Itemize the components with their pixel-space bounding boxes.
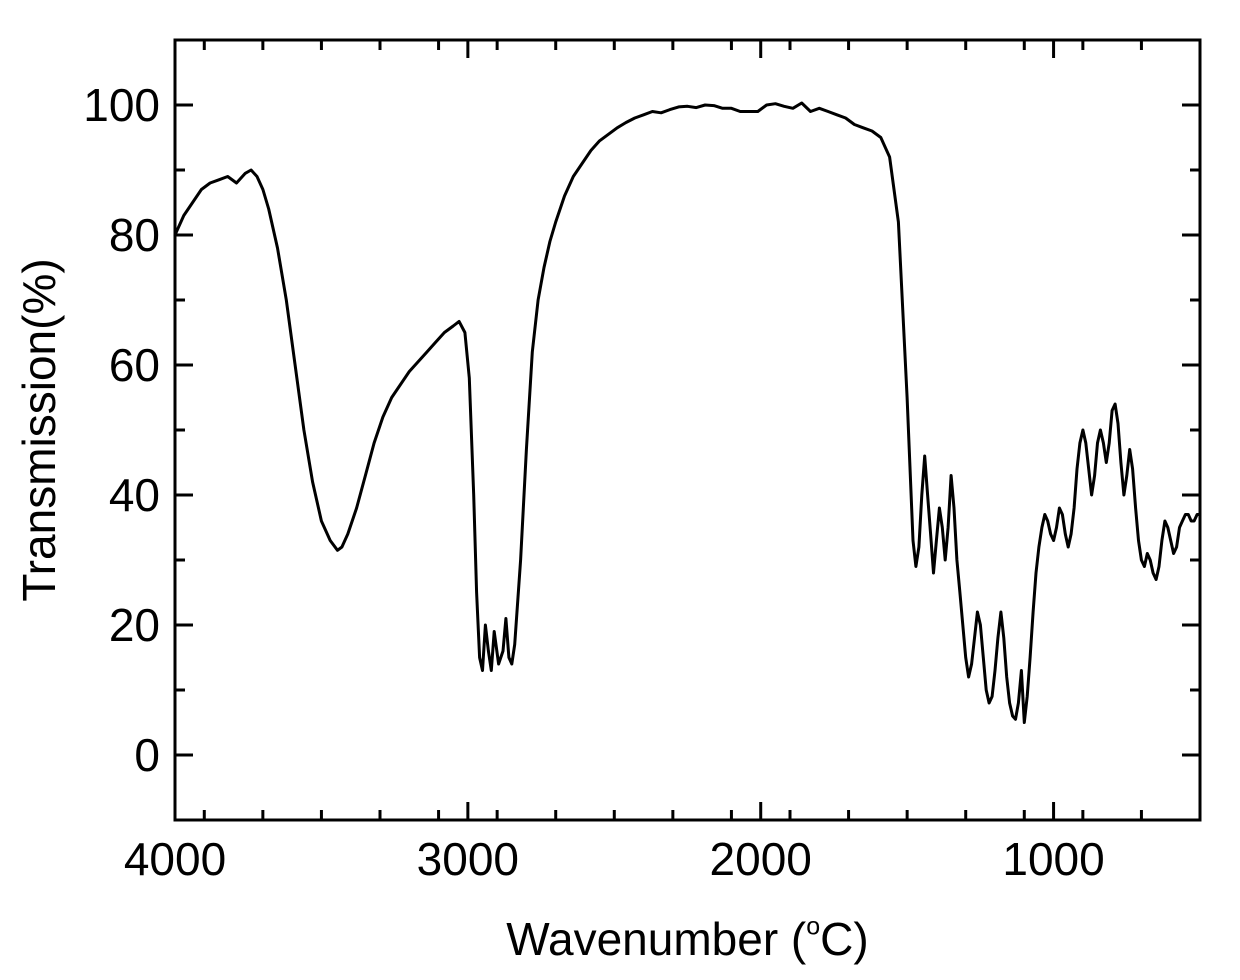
- y-tick-label: 0: [134, 729, 160, 781]
- x-tick-label: 1000: [1002, 833, 1104, 885]
- y-tick-label: 40: [109, 469, 160, 521]
- x-tick-label: 2000: [710, 833, 812, 885]
- y-tick-label: 60: [109, 339, 160, 391]
- chart-canvas: 4000300020001000020406080100Wavenumber (…: [0, 0, 1240, 980]
- y-axis-label: Transmission(%): [13, 258, 65, 601]
- y-tick-label: 80: [109, 209, 160, 261]
- y-tick-label: 100: [83, 79, 160, 131]
- x-tick-label: 4000: [124, 833, 226, 885]
- ir-spectrum-chart: 4000300020001000020406080100Wavenumber (…: [0, 0, 1240, 980]
- x-tick-label: 3000: [417, 833, 519, 885]
- y-tick-label: 20: [109, 599, 160, 651]
